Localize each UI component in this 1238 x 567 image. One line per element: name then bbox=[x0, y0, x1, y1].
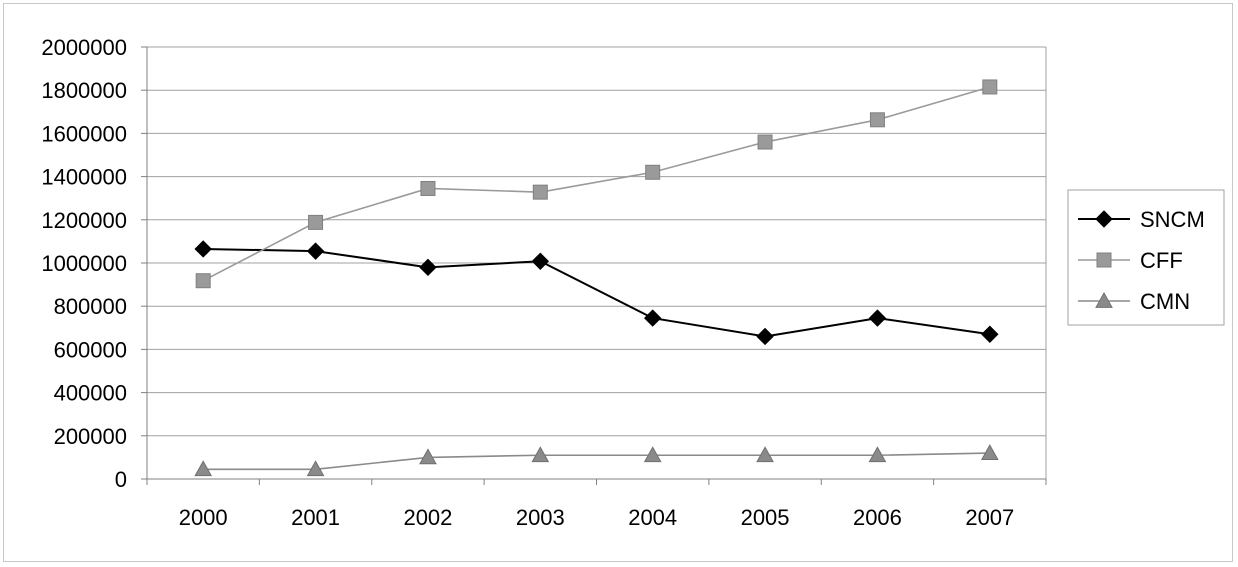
data-point bbox=[757, 134, 773, 150]
y-tick-label: 1200000 bbox=[41, 208, 127, 233]
legend-marker bbox=[1096, 252, 1112, 268]
series-sncm bbox=[194, 240, 999, 346]
data-point bbox=[194, 240, 212, 258]
data-point bbox=[980, 444, 999, 460]
data-point bbox=[981, 325, 999, 343]
data-point bbox=[645, 164, 661, 180]
series-line bbox=[202, 86, 991, 282]
series-line bbox=[203, 247, 990, 338]
data-point bbox=[868, 446, 887, 463]
y-tick-label: 200000 bbox=[54, 424, 127, 449]
data-point bbox=[756, 327, 774, 346]
x-tick-label: 2007 bbox=[965, 505, 1014, 530]
series-cff bbox=[195, 79, 998, 289]
legend-box bbox=[1067, 189, 1225, 326]
legend-marker bbox=[1095, 291, 1113, 308]
data-point bbox=[419, 258, 437, 277]
data-point bbox=[643, 309, 662, 327]
data-point bbox=[308, 214, 324, 230]
data-point bbox=[643, 446, 662, 463]
y-tick-label: 1400000 bbox=[41, 165, 127, 190]
data-point bbox=[982, 79, 998, 95]
y-tick-label: 1600000 bbox=[41, 121, 127, 146]
x-tick-label: 2002 bbox=[403, 505, 452, 530]
y-tick-label: 2000000 bbox=[41, 35, 127, 60]
y-tick-label: 1000000 bbox=[41, 251, 127, 276]
data-point bbox=[532, 184, 548, 200]
x-tick-label: 2000 bbox=[179, 505, 228, 530]
y-tick-label: 0 bbox=[115, 467, 127, 492]
data-point bbox=[531, 446, 550, 463]
legend-label: SNCM bbox=[1140, 207, 1205, 232]
legend-label: CFF bbox=[1140, 248, 1183, 273]
data-point bbox=[420, 180, 436, 196]
data-point bbox=[419, 448, 437, 465]
y-tick-label: 1800000 bbox=[41, 78, 127, 103]
data-point bbox=[531, 252, 550, 270]
data-point bbox=[195, 273, 211, 289]
y-tick-label: 600000 bbox=[54, 337, 127, 362]
series-line bbox=[203, 452, 990, 471]
axes bbox=[141, 46, 1047, 485]
x-tick-label: 2003 bbox=[516, 505, 565, 530]
data-point bbox=[756, 446, 774, 463]
y-tick-label: 400000 bbox=[54, 381, 127, 406]
x-tick-label: 2006 bbox=[853, 505, 902, 530]
data-point bbox=[869, 112, 885, 128]
x-tick-label: 2004 bbox=[628, 505, 677, 530]
x-tick-label: 2005 bbox=[741, 505, 790, 530]
x-tick-label: 2001 bbox=[291, 505, 340, 530]
legend-marker bbox=[1095, 210, 1113, 228]
data-point bbox=[194, 460, 213, 477]
x-tick-labels: 2000 2001 2002 2003 2004 2005 2006 2007 bbox=[179, 505, 1015, 530]
data-point bbox=[868, 309, 887, 327]
y-tick-label: 800000 bbox=[54, 294, 127, 319]
legend: SNCM CFF CMN bbox=[1067, 189, 1225, 326]
data-point bbox=[306, 460, 325, 477]
data-point bbox=[306, 242, 325, 260]
series-group bbox=[194, 79, 999, 477]
y-tick-labels: 0 200000 400000 600000 800000 1000000 1200000 1… bbox=[41, 35, 127, 492]
series-cmn bbox=[194, 444, 999, 477]
gridlines bbox=[147, 46, 1046, 437]
legend-label: CMN bbox=[1140, 289, 1190, 314]
